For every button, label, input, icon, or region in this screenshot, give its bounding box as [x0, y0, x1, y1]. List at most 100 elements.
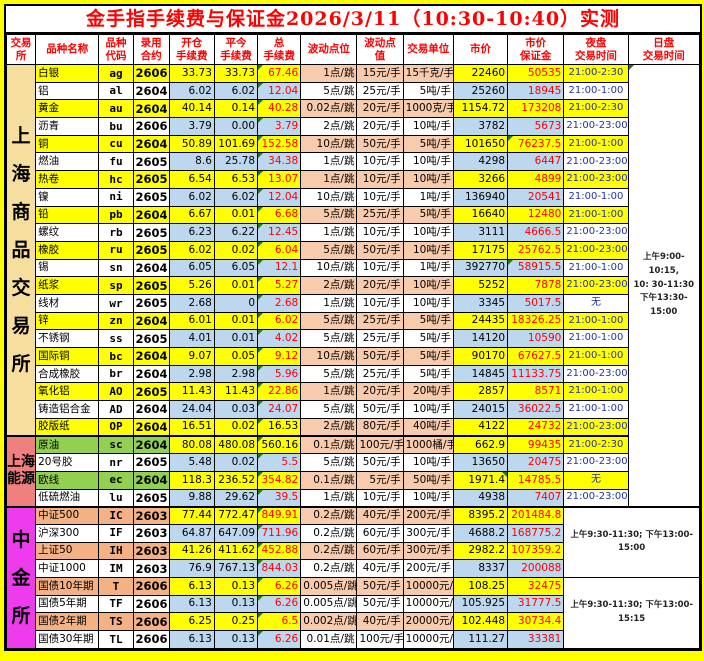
cell-tick-value: 25元/手: [356, 81, 404, 101]
cell-price: 4122: [452, 417, 509, 437]
cell-total-fee: 12.1: [257, 258, 302, 278]
cell-open-fee: 6.01: [168, 311, 215, 331]
cell-tick: 1点/跳: [300, 64, 358, 83]
cell-open-fee: 6.13: [168, 630, 215, 649]
cell-code: wr: [98, 293, 134, 313]
cell-unit: 5吨/手: [402, 134, 454, 154]
cell-name: 中证500: [35, 505, 100, 525]
cell-price: 105.925: [452, 594, 509, 614]
table-row: 锡 sn 2604 6.05 6.05 12.1 10点/跳 10元/手 1吨/手 392770 5…: [7, 258, 700, 278]
cell-close-today-fee: 25.78: [213, 152, 259, 172]
cell-name: 国债2年期: [35, 612, 100, 631]
cell-name: 国债5年期: [35, 594, 100, 614]
cell-margin: 36022.5: [507, 400, 565, 419]
table-body: 上 海 商 品 交 易 所白银 ag 2606 33.73 33.73 67.46 1点/跳…: [5, 63, 701, 649]
cell-contract: 2606: [132, 594, 170, 614]
cell-unit: 300元/手: [402, 541, 454, 561]
cell-code: TS: [98, 612, 134, 631]
cell-tick: 10点/跳: [300, 134, 358, 154]
table-row: 铸造铝合金 AD 2604 24.04 0.03 24.07 5点/跳 50元/手 10吨/手 2…: [7, 400, 700, 419]
cell-open-fee: 80.08: [168, 434, 215, 455]
cell-tick: 5点/跳: [300, 311, 358, 331]
cell-price: 4298: [452, 152, 509, 172]
cell-tick: 0.1点/跳: [300, 434, 358, 455]
cell-contract: 2604: [132, 99, 170, 119]
cell-tick-value: 10元/手: [356, 488, 404, 508]
cell-margin: 33381: [507, 630, 565, 649]
cell-total-fee: 152.58: [257, 134, 302, 154]
cell-name: 20号胶: [35, 453, 100, 472]
cell-tick: 2点/跳: [300, 117, 358, 136]
cell-name: 螺纹: [35, 223, 100, 242]
cell-tick-value: 40元/手: [356, 559, 404, 578]
table-row: 国债5年期 TF 2606 6.13 0.13 6.26 0.005点/跳 50元/手 1000…: [7, 594, 700, 614]
cell-contract: 2606: [132, 630, 170, 649]
cell-contract: 2605: [132, 240, 170, 260]
cell-contract: 2606: [132, 64, 170, 83]
cell-tick-value: 60元/手: [356, 523, 404, 543]
cell-total-fee: 9.12: [257, 347, 302, 366]
cell-tick-value: 40元/手: [356, 612, 404, 631]
cell-open-fee: 6.67: [168, 205, 215, 225]
cell-price: 3266: [452, 170, 509, 189]
cell-close-today-fee: 411.62: [213, 541, 259, 561]
cell-tick: 10点/跳: [300, 187, 358, 207]
cell-contract: 2605: [132, 170, 170, 189]
cell-total-fee: 560.16: [257, 434, 302, 455]
cell-tick-value: 50元/手: [356, 400, 404, 419]
cell-unit: 10吨/手: [402, 223, 454, 242]
cell-tick: 0.2点/跳: [300, 523, 358, 543]
cell-code: TF: [98, 594, 134, 614]
table-row: 铜 cu 2604 50.89 101.69 152.58 10点/跳 50元/手 5吨/手 10…: [7, 134, 700, 154]
cell-close-today-fee: 0.25: [213, 612, 259, 631]
cell-close-today-fee: 0.02: [213, 453, 259, 472]
cell-contract: 2605: [132, 293, 170, 313]
cell-tick-value: 40元/手: [356, 505, 404, 525]
table-row: 线材 wr 2605 2.68 0 2.68 1点/跳 10元/手 10吨/手 3345 5017.…: [7, 293, 700, 313]
cell-code: lu: [98, 488, 134, 508]
cell-price: 2857: [452, 382, 509, 402]
cell-total-fee: 39.5: [257, 488, 302, 508]
cell-tick-value: 10元/手: [356, 187, 404, 207]
cell-total-fee: 6.26: [257, 594, 302, 614]
cell-tick-value: 50元/手: [356, 576, 404, 596]
cell-contract: 2605: [132, 276, 170, 295]
cell-contract: 2605: [132, 329, 170, 348]
cell-name: 国债30年期: [35, 630, 100, 649]
column-header: 市价: [452, 34, 509, 65]
cell-code: IM: [98, 559, 134, 578]
cell-open-fee: 6.13: [168, 576, 215, 596]
cell-tick: 0.2点/跳: [300, 541, 358, 561]
cell-code: bu: [98, 117, 134, 136]
cell-contract: 2604: [132, 311, 170, 331]
cell-margin: 32475: [507, 576, 565, 596]
cell-tick: 0.005点/跳: [300, 576, 358, 596]
cell-contract: 2604: [132, 81, 170, 101]
cell-margin: 200088: [507, 559, 565, 578]
cell-price: 24015: [452, 400, 509, 419]
cell-day-session: 上午9:30-11:30; 下午13:00-15:00: [563, 505, 700, 578]
cell-total-fee: 3.79: [257, 117, 302, 136]
cell-code: fu: [98, 152, 134, 172]
cell-unit: 20000元/手: [402, 612, 454, 631]
cell-tick: 1点/跳: [300, 488, 358, 508]
cell-unit: 10吨/手: [402, 152, 454, 172]
header-row: 交易所 品种名称 品种 代码 录用 合约 开仓 手续费 平今 手续费总 手续费 波动点位 波动…: [5, 34, 701, 65]
cell-total-fee: 67.46: [257, 64, 302, 83]
cell-margin: 201484.8: [507, 505, 565, 525]
cell-open-fee: 9.88: [168, 488, 215, 508]
cell-unit: 10000元/手: [402, 576, 454, 596]
table-header: 交易所 品种名称 品种 代码 录用 合约 开仓 手续费 平今 手续费总 手续费 波动点位 波动…: [5, 34, 701, 65]
table-row: 合成橡胶 br 2604 2.98 2.98 5.96 5点/跳 25元/手 5吨/手 14845…: [7, 364, 700, 384]
table-row: 橡胶 ru 2605 6.02 0.02 6.04 5点/跳 50元/手 10吨/手 17175 2…: [7, 240, 700, 260]
cell-price: 4938: [452, 488, 509, 508]
cell-open-fee: 6.02: [168, 187, 215, 207]
table-row: 氧化铝 AO 2605 11.43 11.43 22.86 1点/跳 20元/手 20吨/手 28…: [7, 382, 700, 402]
cell-total-fee: 16.53: [257, 417, 302, 437]
cell-name: 铝: [35, 81, 100, 101]
cell-open-fee: 3.79: [168, 117, 215, 136]
cell-code: IC: [98, 505, 134, 525]
cell-margin: 173208: [507, 99, 565, 119]
cell-margin: 18326.25: [507, 311, 565, 331]
cell-close-today-fee: 0.02: [213, 417, 259, 437]
